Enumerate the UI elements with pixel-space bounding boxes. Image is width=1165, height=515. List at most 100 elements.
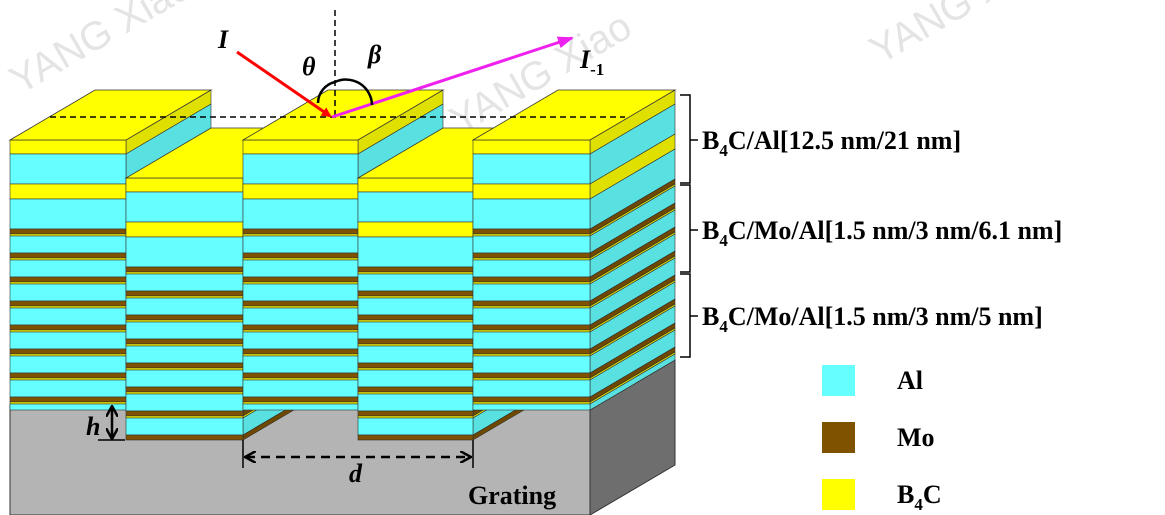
layer-front — [243, 260, 358, 277]
layer-front — [10, 234, 126, 236]
layer-front — [126, 394, 243, 411]
layer-front — [358, 274, 473, 291]
bracket — [680, 274, 698, 357]
layer-front — [473, 308, 590, 325]
layer-front — [126, 222, 243, 237]
layer-front — [126, 267, 243, 272]
grating-columns — [10, 90, 675, 440]
layer-front — [10, 380, 126, 397]
layer-front — [126, 363, 243, 368]
layer-front — [126, 178, 243, 192]
layer-front — [243, 332, 358, 349]
layer-front — [358, 339, 473, 344]
incident-beam — [237, 52, 330, 116]
layer-front — [10, 154, 126, 184]
layer-front — [473, 332, 590, 349]
layer-front — [243, 380, 358, 397]
theta-label: θ — [302, 52, 316, 81]
layer-front — [126, 411, 243, 416]
layer-front — [473, 277, 590, 282]
layer-front — [126, 418, 243, 435]
layer-front — [10, 236, 126, 253]
bracket — [680, 95, 698, 183]
layer-front — [358, 346, 473, 363]
diffracted-sub: -1 — [590, 60, 604, 79]
layer-front — [126, 274, 243, 291]
layer-front — [358, 298, 473, 315]
layer-front — [126, 291, 243, 296]
layer-front — [10, 199, 126, 229]
layer-front — [126, 237, 243, 267]
layer-front — [473, 397, 590, 402]
layer-front — [473, 373, 590, 378]
layer-front — [126, 192, 243, 222]
layer-front — [473, 140, 590, 154]
layer-front — [358, 387, 473, 392]
layer-front — [358, 192, 473, 222]
layer-front — [126, 346, 243, 363]
layer-front — [10, 397, 126, 402]
layer-front — [358, 267, 473, 272]
layer-front — [358, 411, 473, 416]
legend-swatch — [822, 479, 855, 510]
layer-front — [10, 284, 126, 301]
layer-labels: B4C/Al[12.5 nm/21 nm] B4C/Mo/Al[1.5 nm/3 … — [702, 126, 1062, 336]
layer-front — [473, 253, 590, 258]
layer-front — [243, 236, 358, 253]
layer-front — [243, 234, 358, 236]
layer-front — [126, 370, 243, 387]
layer-front — [358, 237, 473, 267]
layer-front — [126, 298, 243, 315]
layer-front — [473, 236, 590, 253]
layer-front — [473, 325, 590, 330]
layer-front — [243, 229, 358, 234]
layer-front — [10, 404, 126, 410]
layer-front — [358, 291, 473, 296]
legend-label: Al — [897, 366, 923, 395]
layer-label: B4C/Al[12.5 nm/21 nm] — [702, 126, 961, 160]
layer-front — [473, 284, 590, 301]
layer-front — [358, 363, 473, 368]
layer-front — [10, 140, 126, 154]
layer-front — [473, 349, 590, 354]
side-shade — [590, 90, 675, 410]
layer-front — [473, 356, 590, 373]
layer-front — [243, 301, 358, 306]
legend-label-post: C — [923, 480, 942, 509]
layer-front — [473, 301, 590, 306]
layer-front — [358, 322, 473, 339]
layer-front — [358, 370, 473, 387]
layer-label-pre: B — [702, 302, 719, 331]
legend-label: Mo — [897, 423, 935, 452]
layer-front — [473, 229, 590, 234]
layer-front — [473, 199, 590, 229]
layer-label: B4C/Mo/Al[1.5 nm/3 nm/5 nm] — [702, 302, 1043, 336]
layer-front — [358, 315, 473, 320]
layer-front — [243, 349, 358, 354]
layer-front — [243, 253, 358, 258]
layer-front — [10, 356, 126, 373]
layer-front — [473, 234, 590, 236]
layer-front — [473, 184, 590, 199]
layer-front — [10, 260, 126, 277]
layer-front — [126, 435, 243, 440]
layer-front — [243, 199, 358, 229]
beta-label: β — [367, 40, 382, 69]
layer-front — [126, 322, 243, 339]
layer-front — [10, 253, 126, 258]
legend-label-pre: B — [897, 480, 914, 509]
layer-front — [243, 404, 358, 410]
layer-front — [10, 332, 126, 349]
layer-front — [473, 404, 590, 410]
layer-label-pre: B — [702, 216, 719, 245]
d-label: d — [349, 459, 363, 488]
layer-front — [10, 184, 126, 199]
column — [473, 90, 675, 410]
layer-front — [358, 418, 473, 435]
layer-front — [243, 277, 358, 282]
layer-front — [10, 301, 126, 306]
layer-front — [243, 397, 358, 402]
layer-front — [358, 178, 473, 192]
bracket — [680, 185, 698, 272]
